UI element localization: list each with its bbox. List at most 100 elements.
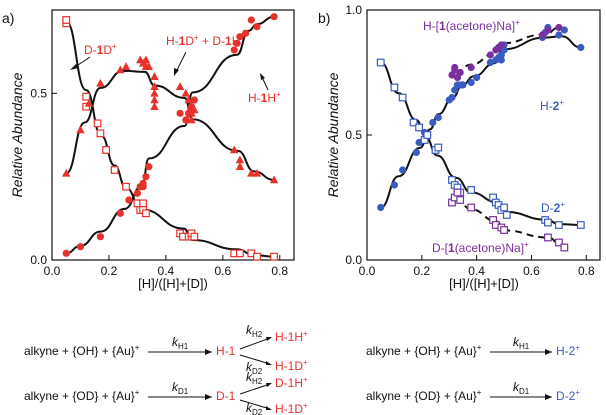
panel-b-point-d-2 bbox=[398, 93, 407, 102]
panel-b-point-h-1-acetone-na bbox=[497, 41, 505, 49]
panel-a-point-d-1d bbox=[62, 16, 71, 24]
scheme-left-k-h1: kH1 bbox=[172, 335, 189, 351]
scheme-left-arrow-d2b bbox=[239, 399, 271, 410]
panel-b-point-d-2 bbox=[423, 131, 432, 139]
panel-a-point-h-1h bbox=[182, 116, 190, 124]
panel-a-point-h-1d-d-1h bbox=[150, 72, 159, 80]
panel-b-point-h-2 bbox=[429, 118, 437, 127]
scheme-left-arrowhead-d2b bbox=[266, 406, 272, 410]
panel-a-y-tick-label: 0.5 bbox=[30, 86, 47, 100]
panel-b-point-d-1-acetone-na bbox=[560, 243, 569, 252]
panel-b-point-h-2 bbox=[412, 148, 420, 157]
annotation-d-2: D-2+ bbox=[541, 200, 565, 215]
panel-b-point-h-2 bbox=[399, 166, 407, 174]
panel-a-data-points bbox=[62, 13, 279, 261]
scheme-left-arrowhead-d2 bbox=[266, 361, 272, 365]
panel-b-chart: b) 0.0 0.2 0.4 0.6 0.8 0.0 0.5 1.0 [H]/([H]+[D]… bbox=[318, 3, 601, 291]
scheme-left-arrow-h2 bbox=[239, 337, 271, 350]
panel-b-x-axis-label: [H]/([H]+[D]) bbox=[449, 276, 519, 291]
panel-b-point-d-2 bbox=[390, 83, 399, 92]
panel-a-x-tick-label: 0.4 bbox=[158, 264, 175, 278]
annotation-h-1h-arrowhead bbox=[260, 73, 265, 80]
scheme-left-reactant-d: alkyne + {OD} + {Au}+ bbox=[24, 388, 140, 403]
panel-a-point-h-1d-d-1h bbox=[235, 155, 245, 164]
panel-b-point-h-1-acetone-na bbox=[486, 51, 494, 59]
panel-b-point-d-2 bbox=[554, 221, 563, 229]
panel-a-point-h-1h bbox=[62, 249, 70, 257]
panel-a-point-h-1d-d-1h bbox=[252, 168, 262, 177]
panel-a-point-d-1d bbox=[236, 249, 244, 258]
panel-b-label: b) bbox=[318, 10, 330, 26]
annotation-h-1d-arrowhead bbox=[174, 68, 179, 76]
panel-b-point-d-2 bbox=[409, 118, 418, 127]
panel-a-point-d-1d bbox=[82, 102, 91, 111]
scheme-right-prod-h: H-2+ bbox=[556, 343, 580, 358]
panel-a-point-d-1d bbox=[142, 209, 150, 218]
panel-a-point-h-1h bbox=[190, 96, 198, 104]
panel-a-point-h-1d-d-1h bbox=[150, 102, 159, 110]
panel-a-point-h-1h bbox=[247, 16, 255, 24]
panel-b-point-h-2 bbox=[459, 81, 467, 89]
scheme-right-reactant-d: alkyne + {OD} + {Au}+ bbox=[366, 388, 482, 403]
panel-b-point-d-2 bbox=[500, 203, 508, 212]
scheme-left-prod-hh: H-1H+ bbox=[275, 329, 308, 344]
annotation-h-1h-leader bbox=[261, 76, 269, 91]
panel-a-point-d-1d bbox=[102, 146, 110, 154]
panel-b-point-h-2 bbox=[577, 43, 585, 52]
panel-a-point-d-1d bbox=[93, 119, 102, 128]
panel-a-point-h-1d-d-1h bbox=[175, 82, 185, 90]
panel-a-label: a) bbox=[2, 10, 14, 26]
panel-a-point-h-1h bbox=[76, 243, 85, 251]
panel-b-point-d-2 bbox=[415, 123, 423, 132]
scheme-right-k-h1: kH1 bbox=[513, 335, 530, 351]
panel-b-point-h-1-acetone-na bbox=[538, 31, 547, 39]
panel-b-point-h-1-acetone-na bbox=[544, 26, 552, 34]
scheme-left-arrowhead-h2b bbox=[266, 383, 272, 387]
annotation-d-1-acetone-na: D-[1(acetone)Na]+ bbox=[432, 240, 529, 255]
panel-a-point-h-1d-d-1h bbox=[150, 82, 159, 90]
annotation-d-1d-arrowhead bbox=[70, 64, 78, 70]
scheme-left-reactant-h: alkyne + {OH} + {Au}+ bbox=[24, 343, 140, 358]
panel-a-point-h-1h bbox=[139, 179, 147, 187]
panel-b-point-d-2 bbox=[467, 186, 476, 194]
panel-a-point-h-1h bbox=[187, 103, 196, 111]
panel-a-x-tick-label: 0.8 bbox=[271, 264, 288, 278]
panel-b-y-axis-label: Relative Abundance bbox=[325, 72, 341, 197]
panel-b-y-tick-label: 0.5 bbox=[345, 128, 362, 142]
scheme-left-int-d: D-1 bbox=[216, 389, 236, 403]
scheme-left-arrowhead-d1 bbox=[205, 394, 212, 400]
panel-a-point-h-1d-d-1h bbox=[150, 88, 159, 97]
panel-a-point-h-1d-d-1h bbox=[144, 62, 153, 70]
panel-b-x-tick-label: 0.8 bbox=[578, 264, 595, 278]
panel-b-x-tick-label: 0.2 bbox=[413, 264, 430, 278]
panel-b-point-d-2 bbox=[502, 211, 511, 219]
panel-a-chart: a) 0.0 0.2 0.4 0.6 0.8 0.0 0.5 [H]/([H]+[D]) R… bbox=[2, 9, 295, 291]
panel-a-point-h-1d-d-1h bbox=[121, 62, 131, 70]
panel-b-point-h-2 bbox=[448, 93, 456, 102]
panel-a-y-tick-label: 0.0 bbox=[30, 253, 47, 267]
panel-a-point-h-1d-d-1h bbox=[247, 168, 256, 177]
panel-a-point-h-1h bbox=[253, 23, 261, 31]
panel-a-point-h-1h bbox=[125, 196, 133, 204]
panel-a-point-h-1d-d-1h bbox=[116, 65, 125, 74]
panel-b-point-h-1-acetone-na bbox=[555, 23, 563, 32]
panel-b-point-h-2 bbox=[560, 26, 568, 34]
panel-a-x-tick-label: 0.0 bbox=[44, 264, 61, 278]
panel-a-point-h-1h bbox=[242, 29, 250, 37]
panel-a-point-h-1h bbox=[96, 233, 104, 241]
panel-a-point-h-1d-d-1h bbox=[76, 125, 85, 134]
scheme-left-prod-dh: D-1H+ bbox=[275, 375, 308, 390]
panel-b-point-h-2 bbox=[473, 73, 481, 82]
panel-b-ticks: 0.0 0.2 0.4 0.6 0.8 0.0 0.5 1.0 bbox=[345, 3, 595, 278]
panel-b-data-points bbox=[376, 23, 585, 252]
panel-a-point-d-1d bbox=[110, 166, 119, 174]
panel-a-y-axis-label: Relative Abundance bbox=[9, 72, 25, 197]
panel-b-x-tick-label: 0.0 bbox=[359, 264, 376, 278]
panel-a-point-d-1d bbox=[253, 252, 261, 261]
annotation-h-1d-leader bbox=[175, 51, 187, 73]
panel-b-point-d-1-acetone-na bbox=[467, 203, 476, 212]
scheme-right: alkyne + {OH} + {Au}+ kH1 H-2+ alkyne + … bbox=[366, 335, 580, 403]
panel-a-point-h-1d-d-1h bbox=[230, 145, 239, 154]
panel-a-point-h-1h bbox=[142, 173, 150, 181]
annotation-h-1h: H-1H+ bbox=[248, 90, 281, 105]
